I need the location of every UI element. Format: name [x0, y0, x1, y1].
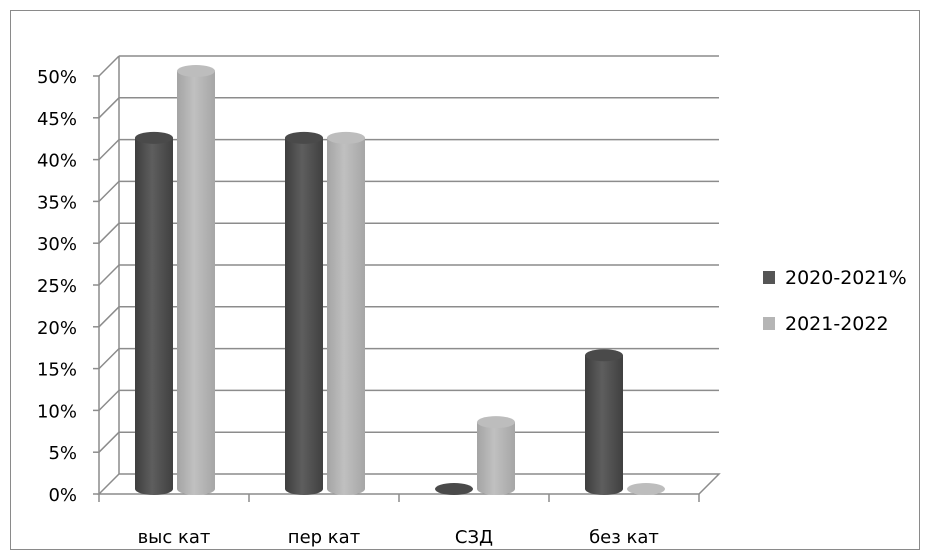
bar-series1	[585, 349, 623, 495]
bar-body	[585, 355, 623, 495]
x-category-label: выс кат	[138, 527, 211, 548]
y-tick-label: 35%	[37, 192, 77, 213]
legend-swatch	[763, 271, 775, 284]
bar-series2	[627, 483, 665, 495]
gridline-diagonal	[98, 222, 120, 244]
bar-top	[627, 483, 665, 495]
bar-top	[477, 416, 515, 429]
legend: 2020-2021% 2021-2022	[763, 267, 907, 335]
legend-label: 2021-2022	[785, 313, 889, 335]
y-tick-label: 40%	[37, 151, 77, 172]
bar-series1	[135, 131, 173, 495]
label-layer: 0% 5% 10% 15% 20% 25% 30% 35% 40% 45% 50% выс кат пе…	[37, 67, 659, 548]
y-tick-label: 30%	[37, 234, 77, 255]
bar-top	[285, 131, 323, 144]
bar-series1	[435, 483, 473, 495]
gridline-diagonal	[98, 389, 120, 411]
y-tick-label: 10%	[37, 401, 77, 422]
y-tick-label: 45%	[37, 109, 77, 130]
bar-series2	[477, 416, 515, 495]
y-tick-label: 25%	[37, 276, 77, 297]
legend-label: 2020-2021%	[785, 267, 907, 289]
bar-layer	[135, 65, 665, 495]
bar-top	[585, 349, 623, 362]
axis-layer	[93, 56, 721, 502]
gridline-diagonal	[98, 180, 120, 202]
bar-body	[477, 422, 515, 495]
x-category-label: СЗД	[455, 527, 493, 548]
y-tick-label: 20%	[37, 318, 77, 339]
bar-series2	[177, 65, 215, 495]
gridline-diagonal	[98, 55, 120, 77]
bar-top	[135, 131, 173, 144]
bar-body	[177, 71, 215, 495]
gridline-diagonal	[98, 348, 120, 370]
grid-layer	[98, 55, 719, 453]
y-tick-label: 50%	[37, 67, 77, 88]
y-tick-label: 5%	[48, 443, 77, 464]
gridline-diagonal	[98, 431, 120, 453]
bar-body	[135, 137, 173, 495]
bar-top	[177, 65, 215, 77]
y-tick-label: 0%	[48, 485, 77, 506]
gridline-diagonal	[98, 139, 120, 161]
bar-body	[327, 137, 365, 495]
x-category-label: пер кат	[288, 527, 360, 548]
bar-body	[285, 137, 323, 495]
legend-swatch	[763, 317, 775, 330]
bar-series1	[285, 131, 323, 495]
chart-frame: 0% 5% 10% 15% 20% 25% 30% 35% 40% 45% 50% выс кат пе…	[10, 10, 920, 550]
bar-top	[435, 483, 473, 495]
gridline-diagonal	[98, 306, 120, 328]
gridline-diagonal	[98, 97, 120, 119]
gridline-diagonal	[98, 264, 120, 286]
bar-chart: 0% 5% 10% 15% 20% 25% 30% 35% 40% 45% 50% выс кат пе…	[37, 55, 907, 548]
bar-series2	[327, 131, 365, 495]
x-category-label: без кат	[589, 527, 659, 548]
y-tick-label: 15%	[37, 360, 77, 381]
bar-top	[327, 131, 365, 144]
